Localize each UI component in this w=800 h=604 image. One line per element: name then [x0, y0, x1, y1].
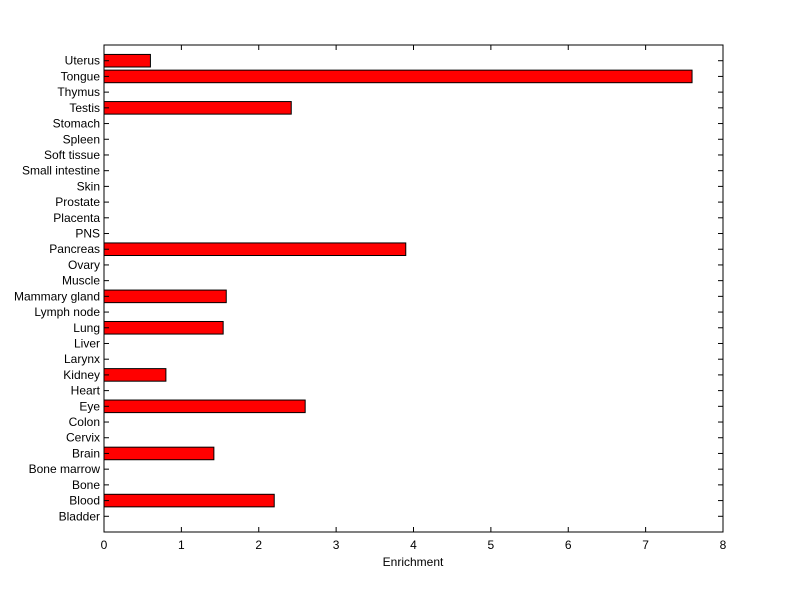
y-tick-label: Bone: [72, 478, 100, 492]
y-tick-label: Small intestine: [22, 164, 100, 178]
y-tick-label: Uterus: [65, 54, 100, 68]
y-tick-label: Larynx: [64, 352, 100, 366]
y-tick-label: Pancreas: [49, 242, 100, 256]
y-tick-label: Soft tissue: [44, 148, 100, 162]
bar-tongue: [103, 69, 693, 84]
bar-pancreas: [103, 242, 407, 257]
y-tick-label: Muscle: [62, 274, 100, 288]
y-tick-label: Cervix: [66, 431, 100, 445]
y-tick-label: Brain: [72, 446, 100, 460]
x-tick-label: 1: [178, 538, 185, 552]
x-tick-label: 0: [101, 538, 108, 552]
bar-mammary-gland: [103, 289, 227, 304]
y-tick-label: Thymus: [57, 85, 100, 99]
bar-brain: [103, 446, 215, 461]
x-tick-label: 8: [720, 538, 727, 552]
bar-blood: [103, 493, 275, 508]
x-tick-label: 6: [565, 538, 572, 552]
y-tick-label: Stomach: [53, 117, 100, 131]
y-tick-label: Bone marrow: [29, 462, 101, 476]
x-tick-label: 4: [410, 538, 417, 552]
y-tick-label: Kidney: [63, 368, 100, 382]
bars-layer: [103, 53, 693, 508]
x-tick-label: 3: [333, 538, 340, 552]
y-tick-label: Liver: [74, 336, 100, 350]
bar-lung: [103, 320, 224, 335]
y-tick-label: Lung: [73, 321, 100, 335]
x-tick-label: 5: [488, 538, 495, 552]
y-tick-label: Prostate: [55, 195, 100, 209]
y-tick-label: Mammary gland: [14, 289, 100, 303]
y-tick-label: Skin: [77, 179, 100, 193]
bar-eye: [103, 399, 306, 414]
y-tick-label: Heart: [71, 384, 101, 398]
y-tick-label: Lymph node: [34, 305, 100, 319]
y-tick-label: Spleen: [63, 132, 100, 146]
y-tick-label: Blood: [69, 494, 100, 508]
x-tick-label: 2: [255, 538, 262, 552]
y-tick-label: Placenta: [53, 211, 100, 225]
bar-kidney: [103, 368, 167, 382]
x-axis-label: Enrichment: [383, 555, 444, 569]
y-tick-label: Ovary: [68, 258, 100, 272]
y-tick-label: Testis: [69, 101, 100, 115]
plot-frame: [103, 44, 724, 533]
y-tick-label: PNS: [75, 227, 100, 241]
y-tick-label: Bladder: [59, 509, 100, 523]
y-tick-label: Eye: [79, 399, 100, 413]
x-tick-label: 7: [642, 538, 649, 552]
y-tick-label: Colon: [69, 415, 100, 429]
y-tick-label: Tongue: [61, 69, 101, 83]
bar-uterus: [103, 53, 151, 68]
bar-testis: [103, 101, 292, 115]
